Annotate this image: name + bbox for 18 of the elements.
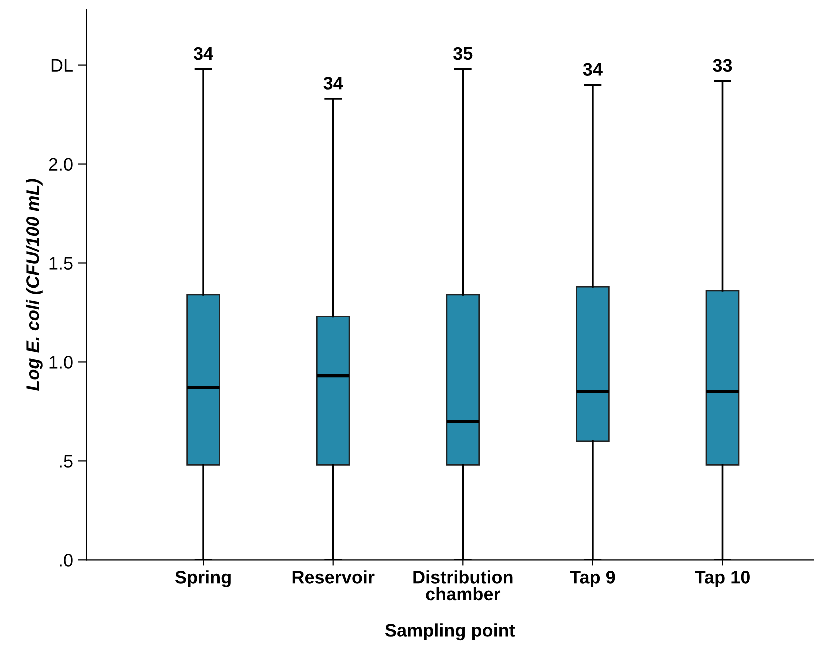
annotation: 34 (194, 47, 214, 60)
annotation: 34 (324, 77, 344, 90)
x-tick-label: Reservoir (292, 570, 375, 584)
y-tick-label: 2.0 (49, 158, 73, 171)
x-tick-label: Spring (175, 570, 231, 588)
x-tick-label: Distribution chamber (414, 570, 513, 601)
y-tick-label: DL (52, 59, 73, 72)
y-tick-label: .5 (60, 455, 73, 468)
x-tick-label: Tap 10 (695, 571, 750, 588)
x-axis-title: Sampling point (385, 624, 516, 641)
x-tick-label: Tap 9 (570, 571, 616, 588)
y-axis-title: Log E. coli (CFU/100 mL) (26, 179, 43, 392)
annotation: 35 (454, 47, 473, 60)
annotation: 34 (583, 63, 603, 76)
y-tick-label: 1.5 (50, 257, 73, 270)
annotation: 33 (713, 59, 732, 72)
y-tick-label: 1.0 (50, 356, 73, 369)
y-tick-label: .0 (60, 554, 73, 567)
